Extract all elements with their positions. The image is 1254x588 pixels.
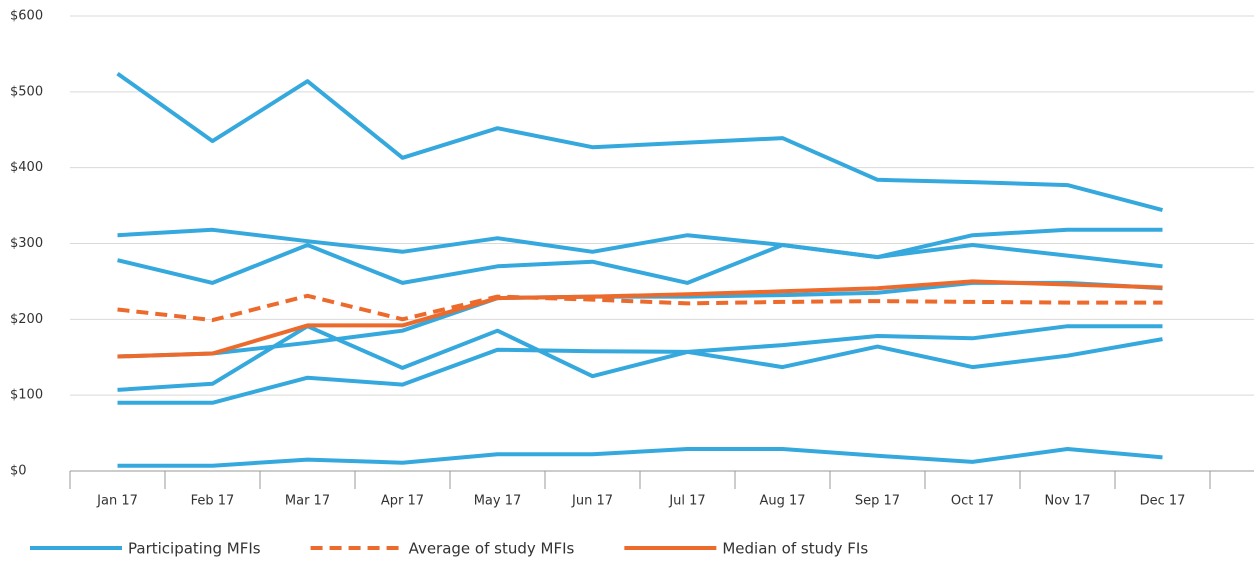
- y-tick-label: $300: [10, 236, 43, 251]
- x-tick-label: Dec 17: [1140, 494, 1186, 509]
- x-tick-label: Jun 17: [571, 494, 613, 509]
- x-tick-label: May 17: [474, 494, 522, 509]
- y-tick-label: $600: [10, 9, 43, 24]
- series-line: [117, 243, 1163, 285]
- legend-label: Participating MFIs: [128, 540, 261, 558]
- series-line: [117, 324, 1163, 405]
- legend-label: Median of study FIs: [722, 540, 868, 558]
- x-tick-label: Sep 17: [855, 494, 900, 509]
- y-tick-label: $100: [10, 388, 43, 403]
- x-tick-label: Feb 17: [191, 494, 235, 509]
- x-tick-label: Nov 17: [1044, 494, 1090, 509]
- legend-label: Average of study MFIs: [409, 540, 575, 558]
- x-tick-label: Jan 17: [96, 494, 138, 509]
- x-tick-label: Mar 17: [285, 494, 330, 509]
- y-tick-label: $0: [10, 464, 27, 479]
- y-tick-label: $200: [10, 312, 43, 327]
- series-line: [117, 227, 1163, 260]
- series-line: [117, 293, 1163, 323]
- x-tick-label: Apr 17: [381, 494, 424, 509]
- legend: Participating MFIs Average of study MFIs M…: [30, 540, 868, 558]
- x-tick-label: Oct 17: [951, 494, 994, 509]
- series-line: [116, 71, 1164, 213]
- series-line: [117, 279, 1163, 359]
- x-tick-label: Aug 17: [759, 494, 805, 509]
- series-line: [117, 324, 1163, 392]
- y-tick-label: $400: [10, 160, 43, 175]
- series-line: [117, 447, 1163, 468]
- y-tick-label: $500: [10, 84, 43, 99]
- x-tick-label: Jul 17: [668, 494, 705, 509]
